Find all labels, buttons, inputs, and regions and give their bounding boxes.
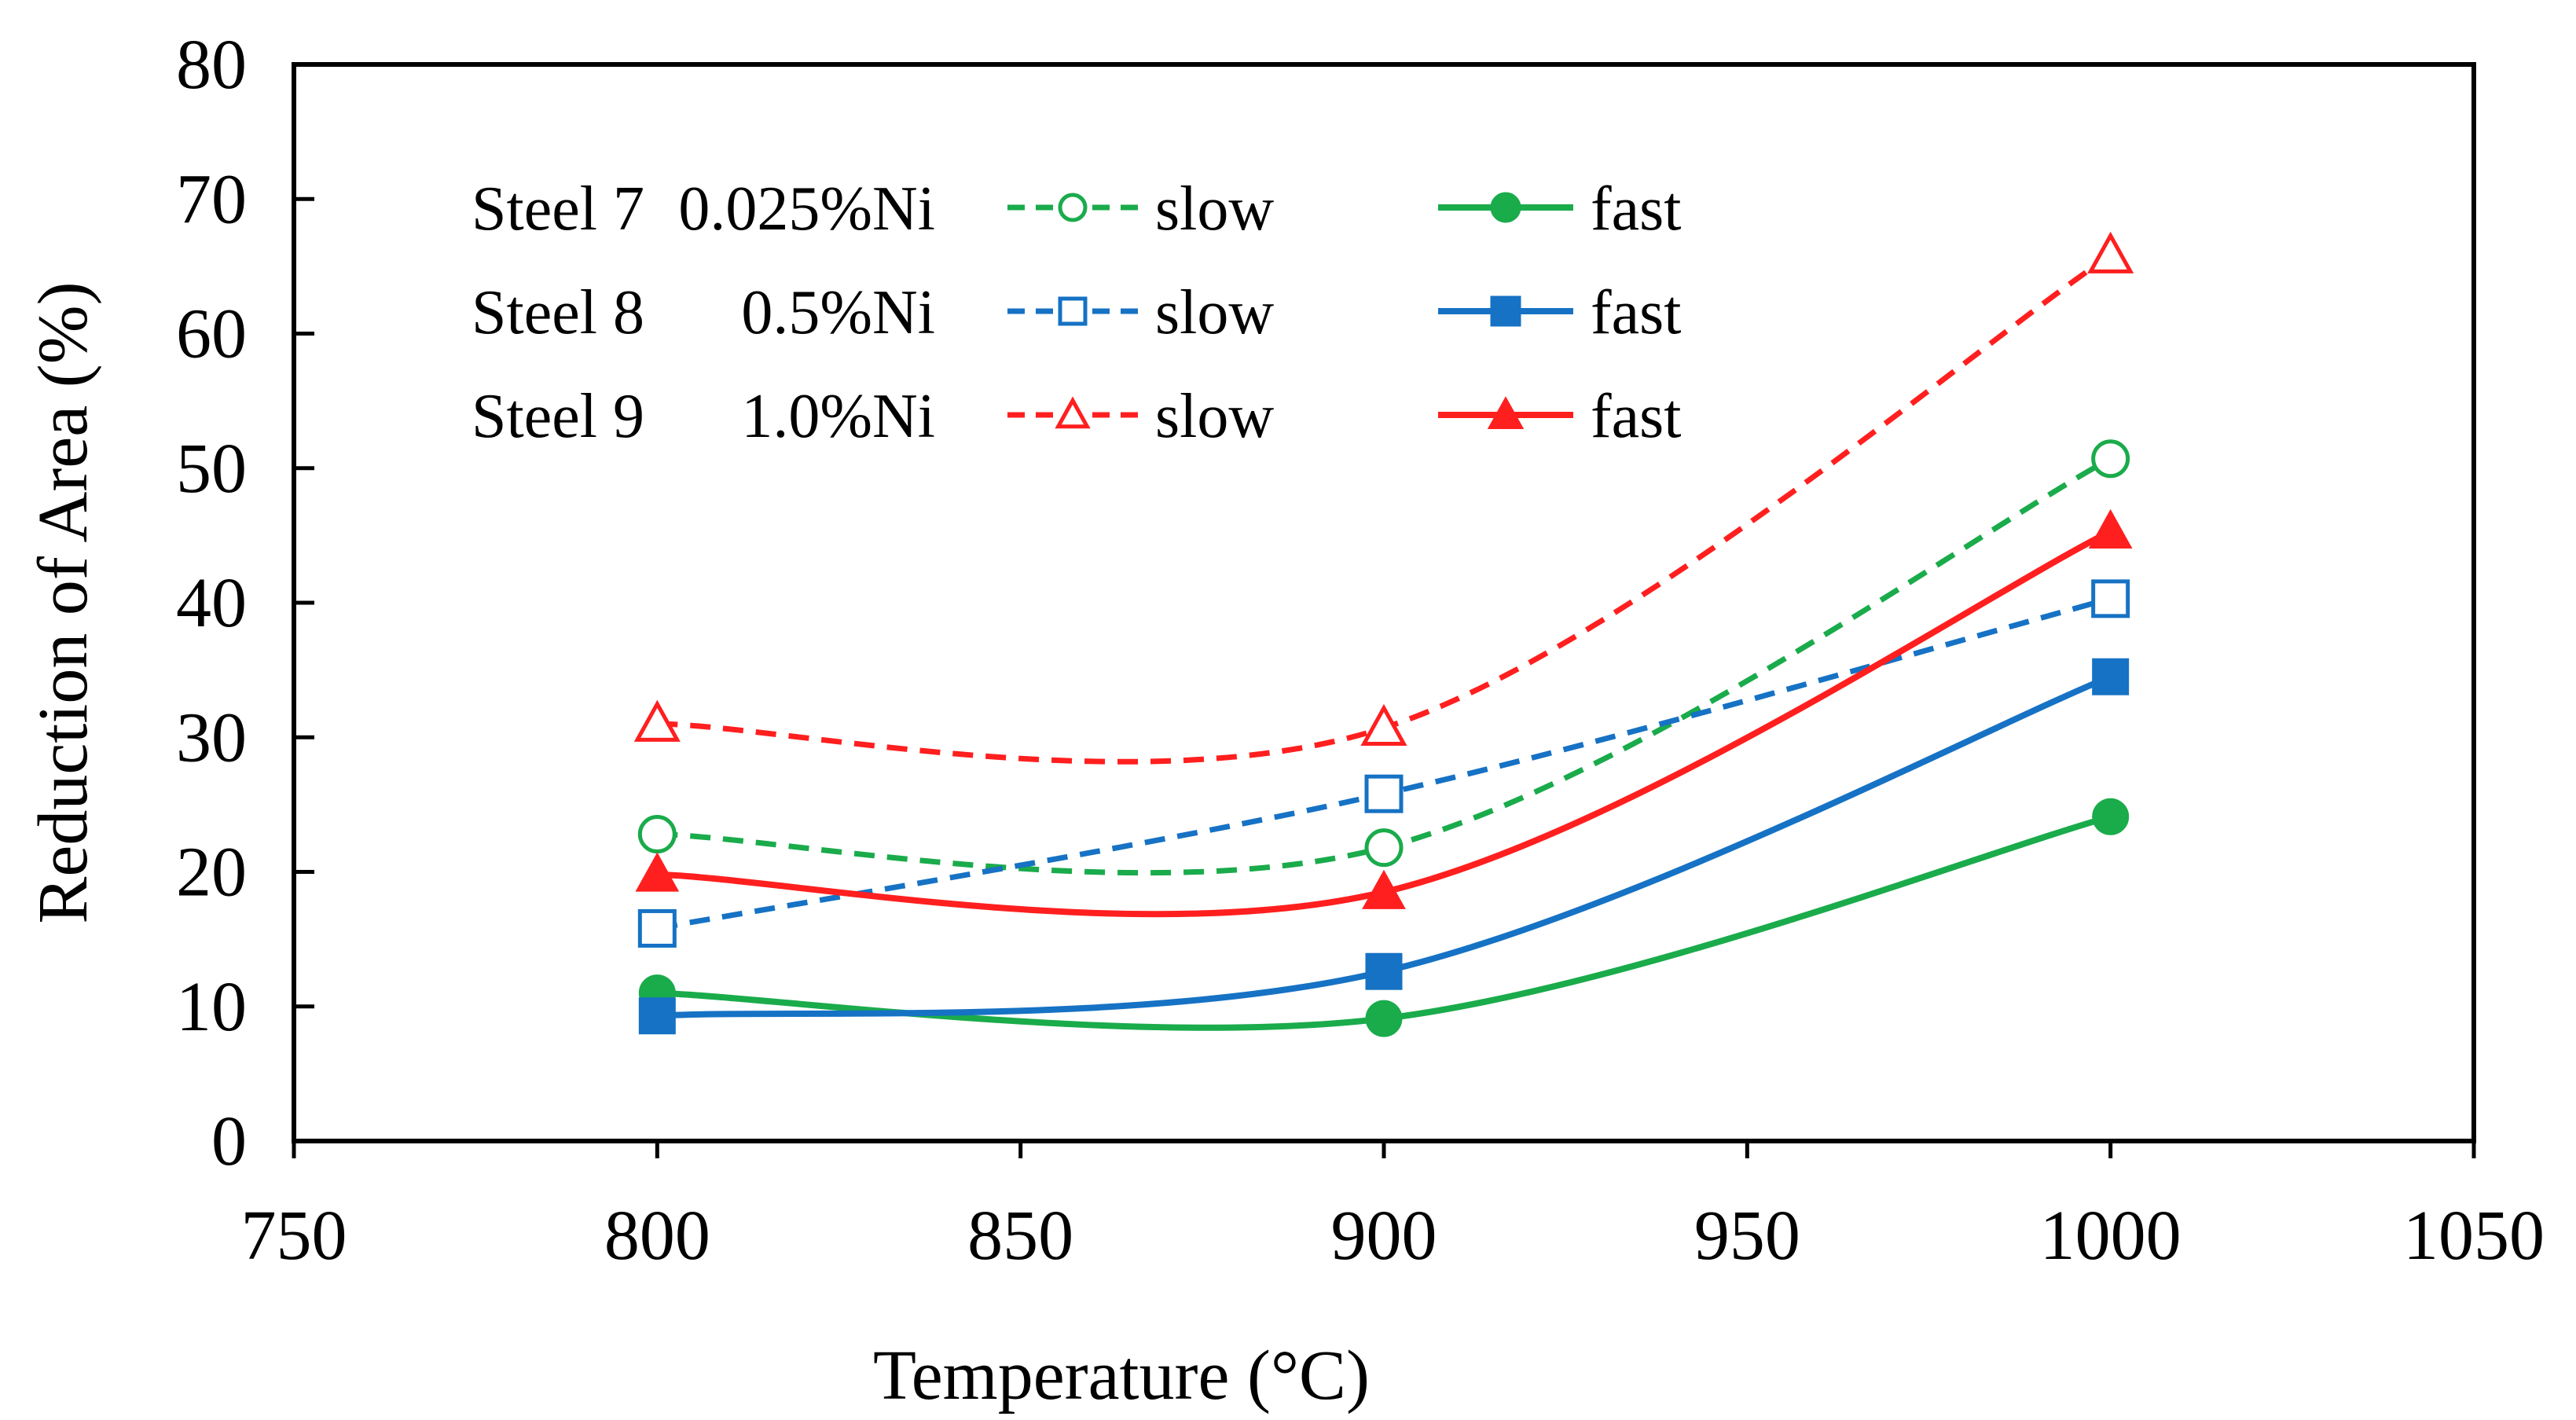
y-tick-label: 0: [211, 1103, 247, 1180]
x-tick-label: 900: [1331, 1197, 1437, 1275]
legend-fast-label: fast: [1591, 382, 1682, 451]
data-point-marker: [635, 852, 680, 892]
data-point-marker: [1364, 828, 1404, 868]
y-tick-label: 40: [176, 564, 247, 642]
legend-fast-marker: [1490, 192, 1521, 223]
y-tick-label: 10: [176, 968, 247, 1046]
x-axis-title: Temperature (°C): [873, 1337, 1370, 1414]
legend-ni-label: 1.0%Ni: [741, 382, 935, 451]
x-tick-label: 850: [967, 1197, 1073, 1275]
y-tick-label: 60: [176, 295, 247, 373]
data-point-marker: [1365, 952, 1403, 990]
legend-fast-label: fast: [1591, 174, 1682, 244]
y-axis-title: Reduction of Area (%): [24, 281, 102, 923]
data-point-marker: [637, 815, 677, 854]
y-tick-label: 70: [176, 160, 247, 238]
data-point-marker: [637, 908, 677, 948]
legend-steel-label: Steel 8: [472, 278, 644, 347]
legend-fast-label: fast: [1591, 278, 1682, 347]
y-axis-ticks: 0 10 20 30 40 50 60 70 80: [176, 26, 314, 1180]
y-tick-label: 30: [176, 699, 247, 776]
x-tick-label: 750: [241, 1197, 347, 1275]
legend-slow-label: slow: [1155, 174, 1274, 244]
legend-slow-label: slow: [1155, 382, 1274, 451]
data-point-marker: [1360, 703, 1407, 747]
data-point-marker: [2092, 658, 2130, 695]
y-tick-label: 50: [176, 430, 247, 508]
y-tick-label: 80: [176, 26, 247, 104]
series-layer: [656, 253, 2112, 1031]
series-line: [657, 253, 2112, 765]
data-point-marker: [2087, 231, 2134, 273]
legend-slow-marker: [1058, 193, 1088, 222]
data-point-marker: [2091, 439, 2130, 479]
legend-fast-marker: [1490, 295, 1521, 327]
marker-layer: [633, 231, 2134, 1037]
legend-steel-label: Steel 9: [472, 382, 644, 451]
legend-steel-label: Steel 7: [472, 174, 644, 244]
data-point-marker: [2091, 579, 2130, 618]
x-tick-label: 800: [604, 1197, 710, 1275]
x-tick-label: 1000: [2040, 1197, 2182, 1275]
data-point-marker: [638, 997, 676, 1035]
x-tick-label: 950: [1694, 1197, 1800, 1275]
legend-ni-label: 0.025%Ni: [678, 174, 935, 244]
data-point-marker: [2088, 508, 2133, 549]
x-axis-ticks: 750 800 850 900 950 1000 1050: [241, 1141, 2545, 1275]
legend-slow-label: slow: [1155, 278, 1274, 347]
data-point-marker: [633, 699, 681, 742]
legend-ni-label: 0.5%Ni: [741, 278, 935, 347]
data-point-marker: [2092, 798, 2130, 835]
data-point-marker: [1364, 774, 1404, 813]
x-tick-label: 1050: [2403, 1197, 2545, 1275]
legend-fast-marker: [1487, 396, 1525, 430]
legend-slow-marker: [1055, 396, 1091, 429]
legend: Steel 7 0.025%Ni slow fast Steel 8 0.5%Ni slow…: [472, 174, 1682, 451]
legend-slow-marker: [1058, 296, 1088, 326]
data-point-marker: [1362, 869, 1406, 909]
y-tick-label: 20: [176, 834, 247, 912]
data-point-marker: [1365, 1000, 1403, 1037]
